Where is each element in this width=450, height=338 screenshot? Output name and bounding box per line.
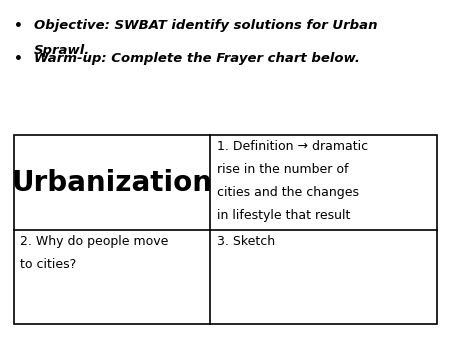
Text: Sprawl.: Sprawl. [34,44,90,57]
Text: in lifestyle that result: in lifestyle that result [217,209,350,222]
Text: •: • [14,52,22,66]
Text: 3. Sketch: 3. Sketch [217,235,275,248]
Text: 2. Why do people move: 2. Why do people move [20,235,169,248]
Text: •: • [14,19,22,32]
Text: cities and the changes: cities and the changes [217,186,359,199]
Text: Warm-up: Complete the Frayer chart below.: Warm-up: Complete the Frayer chart below… [34,52,360,65]
Bar [14,135,436,324]
Text: rise in the number of: rise in the number of [217,163,348,176]
Text: Objective: SWBAT identify solutions for Urban: Objective: SWBAT identify solutions for … [34,19,377,31]
Text: 1. Definition → dramatic: 1. Definition → dramatic [217,140,368,153]
Text: Urbanization: Urbanization [11,169,212,196]
Text: to cities?: to cities? [20,258,76,271]
